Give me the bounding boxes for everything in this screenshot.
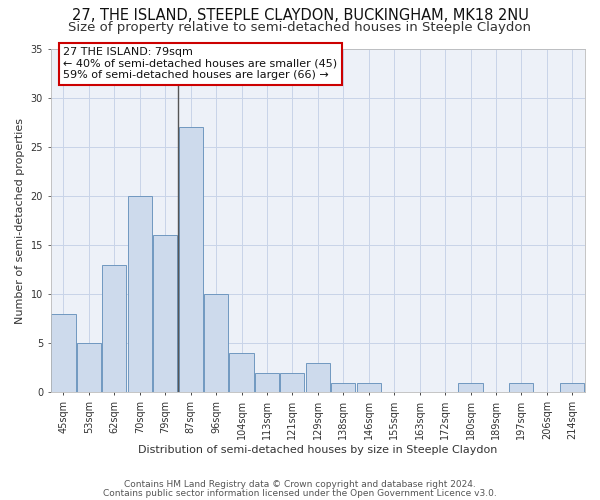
Bar	[77, 344, 101, 392]
Bar	[179, 128, 203, 392]
Bar	[229, 353, 254, 393]
Text: 27 THE ISLAND: 79sqm
← 40% of semi-detached houses are smaller (45)
59% of semi-: 27 THE ISLAND: 79sqm ← 40% of semi-detac…	[64, 47, 338, 80]
Y-axis label: Number of semi-detached properties: Number of semi-detached properties	[15, 118, 25, 324]
Text: Size of property relative to semi-detached houses in Steeple Claydon: Size of property relative to semi-detach…	[68, 21, 532, 34]
Bar	[356, 382, 381, 392]
Bar	[458, 382, 482, 392]
Bar	[128, 196, 152, 392]
Bar	[102, 265, 127, 392]
Text: Contains HM Land Registry data © Crown copyright and database right 2024.: Contains HM Land Registry data © Crown c…	[124, 480, 476, 489]
Bar	[280, 373, 304, 392]
X-axis label: Distribution of semi-detached houses by size in Steeple Claydon: Distribution of semi-detached houses by …	[138, 445, 497, 455]
Bar	[509, 382, 533, 392]
Bar	[560, 382, 584, 392]
Text: Contains public sector information licensed under the Open Government Licence v3: Contains public sector information licen…	[103, 489, 497, 498]
Bar	[153, 236, 177, 392]
Bar	[255, 373, 279, 392]
Bar	[306, 363, 330, 392]
Text: 27, THE ISLAND, STEEPLE CLAYDON, BUCKINGHAM, MK18 2NU: 27, THE ISLAND, STEEPLE CLAYDON, BUCKING…	[71, 8, 529, 22]
Bar	[331, 382, 355, 392]
Bar	[52, 314, 76, 392]
Bar	[204, 294, 228, 392]
